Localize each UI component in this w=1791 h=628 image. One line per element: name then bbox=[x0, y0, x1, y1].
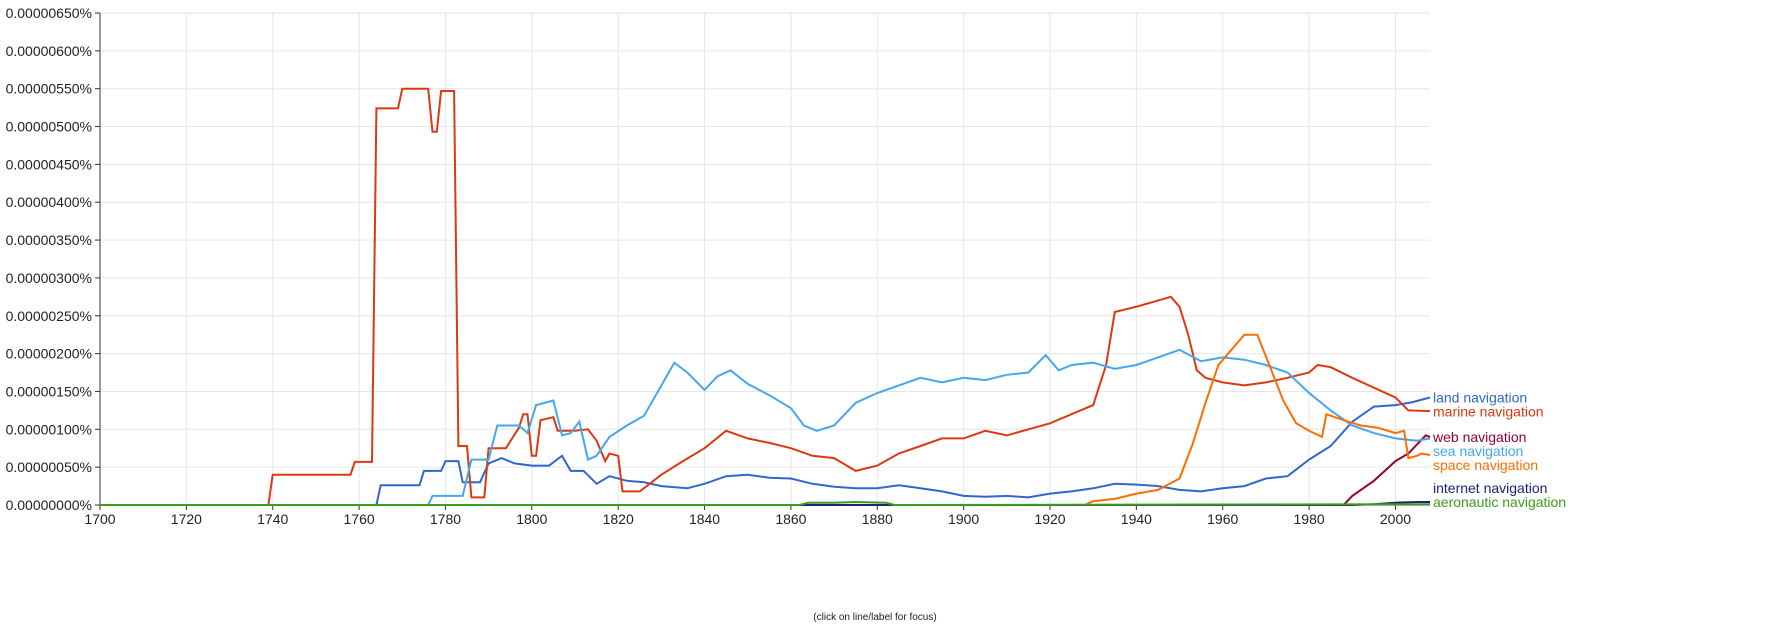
y-tick-label: 0.00000300% bbox=[6, 270, 92, 286]
series-label-web-navigation[interactable]: web navigation bbox=[1432, 429, 1526, 445]
x-tick-label: 1980 bbox=[1294, 511, 1325, 527]
x-tick-label: 1900 bbox=[948, 511, 979, 527]
series-lines[interactable] bbox=[100, 87, 1431, 507]
series-line-sea-navigation[interactable] bbox=[100, 348, 1431, 506]
x-tick-label: 2000 bbox=[1380, 511, 1411, 527]
y-tick-label: 0.00000100% bbox=[6, 421, 92, 437]
axes bbox=[99, 13, 1430, 506]
series-label-aeronautic-navigation[interactable]: aeronautic navigation bbox=[1433, 494, 1566, 510]
y-tick-label: 0.00000450% bbox=[6, 156, 92, 172]
x-tick-label: 1700 bbox=[84, 511, 115, 527]
grid-lines bbox=[99, 12, 1430, 506]
x-tick-label: 1940 bbox=[1121, 511, 1152, 527]
series-label-marine-navigation[interactable]: marine navigation bbox=[1433, 404, 1544, 420]
series-label-land-navigation[interactable]: land navigation bbox=[1433, 390, 1527, 406]
y-tick-label: 0.00000400% bbox=[6, 194, 92, 210]
y-tick-label: 0.00000150% bbox=[6, 383, 92, 399]
y-tick-label: 0.00000350% bbox=[6, 232, 92, 248]
x-tick-label: 1880 bbox=[862, 511, 893, 527]
y-tick-label: 0.00000550% bbox=[6, 81, 92, 97]
x-tick-label: 1960 bbox=[1207, 511, 1238, 527]
x-tick-label: 1720 bbox=[171, 511, 202, 527]
series-line-land-navigation[interactable] bbox=[100, 396, 1431, 506]
y-tick-label: 0.00000500% bbox=[6, 119, 92, 135]
y-tick-label: 0.00000650% bbox=[6, 5, 92, 21]
series-label-internet-navigation[interactable]: internet navigation bbox=[1433, 480, 1547, 496]
y-tick-label: 0.00000000% bbox=[6, 497, 92, 513]
series-label-space-navigation[interactable]: space navigation bbox=[1433, 457, 1538, 473]
y-tick-label: 0.00000050% bbox=[6, 459, 92, 475]
x-tick-label: 1760 bbox=[344, 511, 375, 527]
series-line-marine-navigation[interactable] bbox=[100, 87, 1431, 506]
x-tick-label: 1920 bbox=[1034, 511, 1065, 527]
y-tick-label: 0.00000200% bbox=[6, 346, 92, 362]
x-tick-label: 1800 bbox=[516, 511, 547, 527]
y-tick-label: 0.00000600% bbox=[6, 43, 92, 59]
series-label-sea-navigation[interactable]: sea navigation bbox=[1433, 443, 1523, 459]
x-tick-label: 1860 bbox=[775, 511, 806, 527]
y-tick-label: 0.00000250% bbox=[6, 308, 92, 324]
x-tick-label: 1740 bbox=[257, 511, 288, 527]
x-tick-label: 1840 bbox=[689, 511, 720, 527]
x-tick-label: 1820 bbox=[603, 511, 634, 527]
x-axis-ticks: 1700 1720 1740 1760 1780 1800 1820 1840 1860 1880… bbox=[84, 505, 1411, 527]
y-axis-ticks: 0.00000000% 0.00000050% 0.00000100% 0.00000… bbox=[6, 5, 100, 513]
series-line-web-navigation[interactable] bbox=[100, 434, 1431, 506]
series-line-aeronautic-navigation[interactable] bbox=[100, 500, 1431, 507]
x-tick-label: 1780 bbox=[430, 511, 461, 527]
series-line-space-navigation[interactable] bbox=[100, 333, 1431, 506]
focus-hint: (click on line/label for focus) bbox=[813, 612, 937, 623]
